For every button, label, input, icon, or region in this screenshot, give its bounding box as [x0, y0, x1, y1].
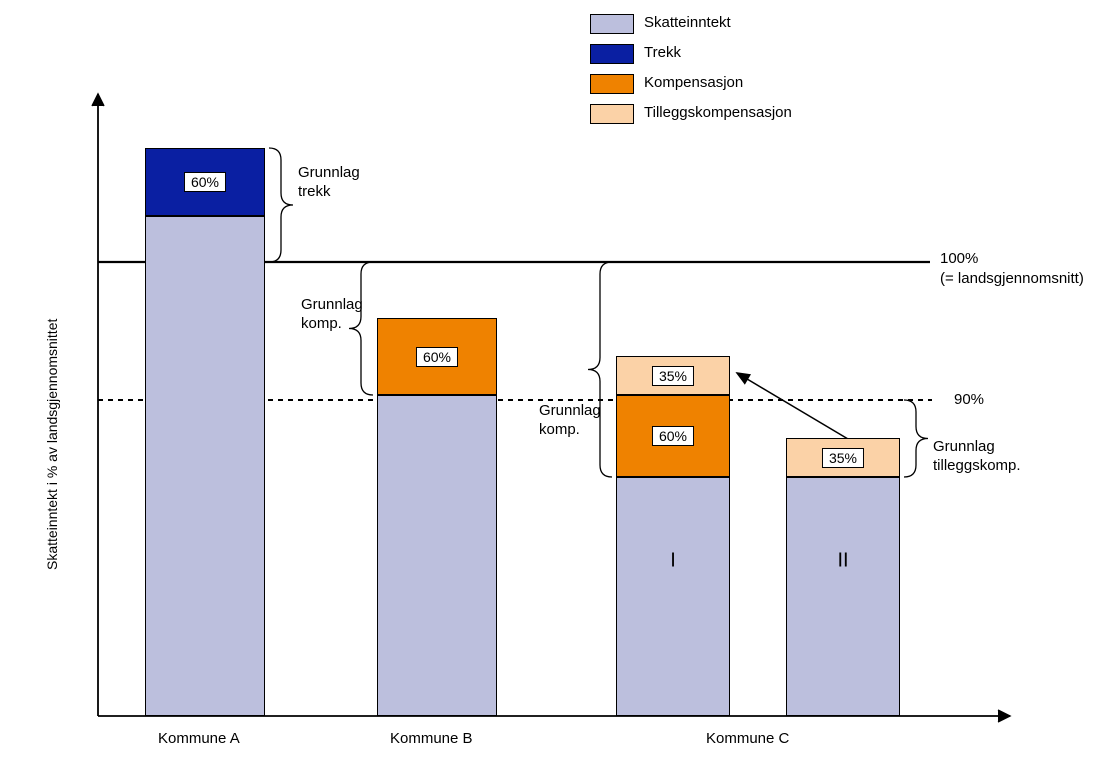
x-label: Kommune A [158, 730, 240, 747]
y-axis-title: Skatteinntekt i % av landsgjennomsnittet [44, 319, 60, 570]
ref-90-label: 90% [954, 391, 984, 410]
legend-swatch-kompensasjon [590, 74, 634, 94]
annotation-grunnlag_trekk: Grunnlagtrekk [298, 164, 360, 202]
legend-swatch-trekk [590, 44, 634, 64]
pct-box-B-kompensasjon: 60% [416, 347, 458, 367]
bar-seg-B-skatteinntekt [377, 395, 497, 716]
bar-seg-C1-skatteinntekt [616, 477, 730, 716]
x-label: Kommune B [390, 730, 473, 747]
annotation-grunnlag_tillegg: Grunnlagtilleggskomp. [933, 438, 1021, 476]
legend-label-kompensasjon: Kompensasjon [644, 74, 743, 91]
legend-label-trekk: Trekk [644, 44, 681, 61]
legend-swatch-skatteinntekt [590, 14, 634, 34]
chart-stage: 60% 60% I 60% 35% II 35% Kommune A Kommune B Komm… [0, 0, 1110, 781]
legend-label-tillegg: Tilleggskompensasjon [644, 104, 792, 121]
x-label: Kommune C [706, 730, 789, 747]
legend-label-skatteinntekt: Skatteinntekt [644, 14, 731, 31]
bar-roman-C1: I [670, 550, 676, 573]
ref-100-label: 100% [940, 250, 978, 269]
bar-seg-C2-skatteinntekt [786, 477, 900, 716]
pct-box-C2-tillegg: 35% [822, 448, 864, 468]
pct-box-C1-kompensasjon: 60% [652, 426, 694, 446]
bar-seg-A-skatteinntekt [145, 216, 265, 716]
ref-100-sub: (= landsgjennomsnitt) [940, 270, 1084, 289]
legend-swatch-tillegg [590, 104, 634, 124]
annotation-grunnlag_komp_B: Grunnlagkomp. [301, 296, 363, 334]
bar-roman-C2: II [837, 550, 848, 573]
pct-box-C1-tillegg: 35% [652, 366, 694, 386]
pct-box-A-trekk: 60% [184, 172, 226, 192]
annotation-grunnlag_komp_C: Grunnlagkomp. [539, 402, 601, 440]
